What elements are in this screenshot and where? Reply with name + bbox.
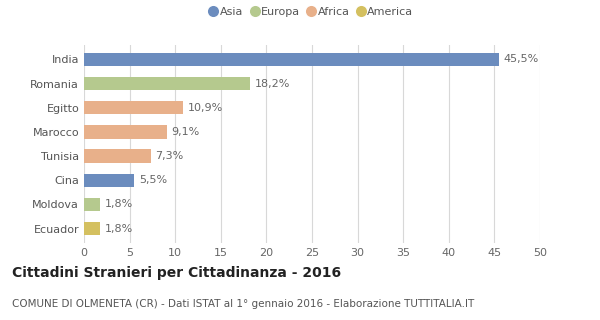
Text: Cittadini Stranieri per Cittadinanza - 2016: Cittadini Stranieri per Cittadinanza - 2…	[12, 266, 341, 280]
Bar	[84, 222, 100, 235]
Legend: Asia, Europa, Africa, America: Asia, Europa, Africa, America	[211, 7, 413, 18]
Text: 45,5%: 45,5%	[503, 54, 539, 64]
Bar	[84, 174, 134, 187]
Bar	[84, 125, 167, 139]
Text: COMUNE DI OLMENETA (CR) - Dati ISTAT al 1° gennaio 2016 - Elaborazione TUTTITALI: COMUNE DI OLMENETA (CR) - Dati ISTAT al …	[12, 299, 474, 309]
Bar	[84, 149, 151, 163]
Text: 9,1%: 9,1%	[172, 127, 200, 137]
Text: 10,9%: 10,9%	[188, 103, 223, 113]
Text: 1,8%: 1,8%	[105, 199, 133, 210]
Bar	[84, 101, 184, 114]
Text: 7,3%: 7,3%	[155, 151, 184, 161]
Text: 5,5%: 5,5%	[139, 175, 167, 185]
Bar	[84, 53, 499, 66]
Bar	[84, 198, 100, 211]
Text: 18,2%: 18,2%	[254, 78, 290, 89]
Text: 1,8%: 1,8%	[105, 224, 133, 234]
Bar	[84, 77, 250, 90]
